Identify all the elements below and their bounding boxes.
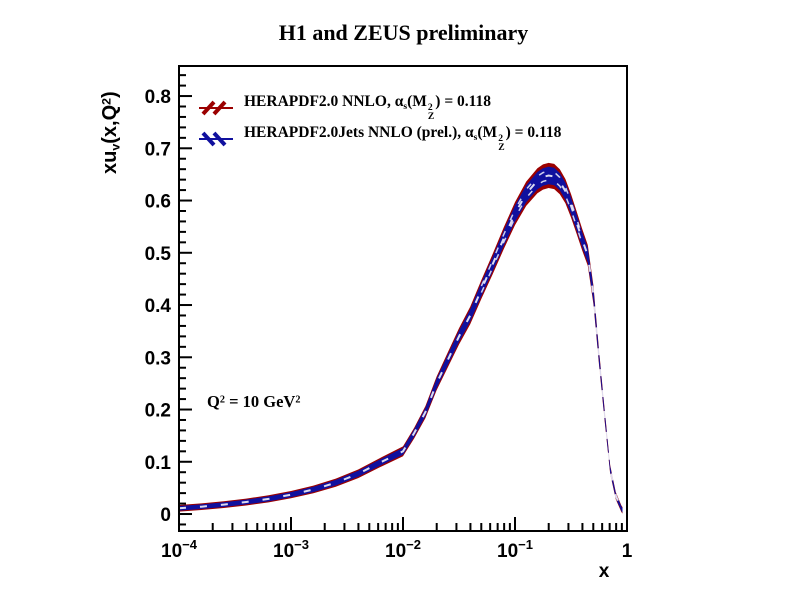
y-axis-title: xuv(x,Q2) [99, 91, 123, 174]
y-tick-label: 0 [160, 505, 171, 526]
y-tick-label: 0.2 [145, 401, 171, 422]
legend-entry-herapdf2jets-nnlo: HERAPDF2.0Jets NNLO (prel.), αs(M 2 Z) = 0… [198, 123, 561, 154]
y-tick-label: 0.6 [145, 192, 171, 213]
q2-annotation: Q2 = 10 GeV2 [207, 392, 301, 411]
hatch-dash-center [178, 174, 624, 511]
x-axis-title: x [599, 561, 610, 582]
x-tick-label: 10−3 [273, 537, 309, 562]
plot-frame [178, 65, 628, 532]
band-herapdf2jets-nnlo [179, 166, 623, 513]
band-herapdf2-nnlo [179, 162, 623, 514]
y-tick-label: 0.5 [145, 244, 172, 265]
legend-entry-herapdf2-nnlo: HERAPDF2.0 NNLO, αs(M 2 Z) = 0.118 [198, 92, 561, 123]
red-hatch-band-icon [199, 100, 233, 115]
x-tick-label: 10−2 [385, 537, 421, 562]
y-tick-label: 0.4 [145, 296, 172, 317]
x-tick-label: 1 [622, 541, 633, 562]
legend-label: HERAPDF2.0Jets NNLO (prel.), αs(M 2 Z) = 0… [244, 124, 562, 154]
y-tick-label: 0.3 [145, 348, 171, 369]
y-tick-label: 0.7 [145, 139, 171, 160]
plot-title: H1 and ZEUS preliminary [278, 20, 529, 45]
x-tick-label: 10−4 [161, 537, 198, 562]
legend-label: HERAPDF2.0 NNLO, αs(M 2 Z) = 0.118 [244, 93, 492, 123]
blue-hatch-band-icon [199, 131, 233, 146]
legend: HERAPDF2.0 NNLO, αs(M 2 Z) = 0.118 HERAPDF… [198, 92, 561, 154]
y-tick-label: 0.1 [145, 453, 172, 474]
y-tick-label: 0.8 [145, 87, 171, 108]
x-tick-label: 10−1 [497, 537, 533, 562]
hatch-dash-offset-1 [480, 179, 583, 293]
